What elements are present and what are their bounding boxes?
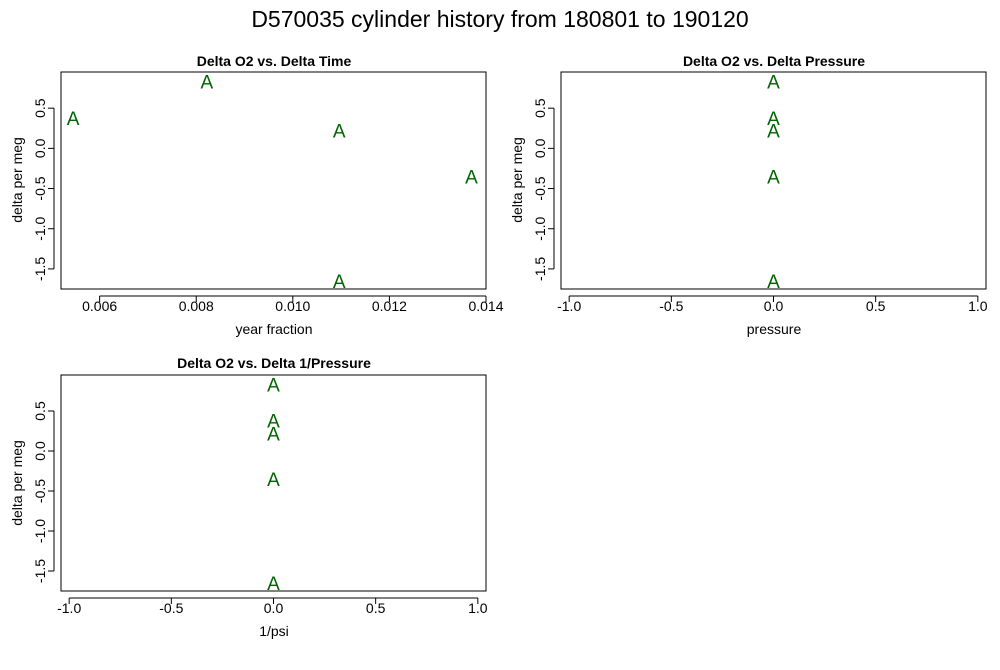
y-axis-label: delta per meg bbox=[9, 137, 25, 223]
y-tick-label: 0.5 bbox=[32, 401, 48, 421]
data-point: A bbox=[767, 122, 780, 143]
axes-ticks: -1.0 -0.5 0.0 0.5 1.0 -1.5 -1.0 -0.5 0.0 0.5 bbox=[532, 98, 988, 314]
x-tick-label: 0.006 bbox=[82, 298, 117, 314]
x-tick-label: 0.010 bbox=[275, 298, 310, 314]
data-point: A bbox=[267, 470, 280, 491]
y-tick-label: 0.5 bbox=[32, 98, 48, 118]
data-point: A bbox=[67, 109, 80, 130]
plot-area bbox=[60, 71, 487, 290]
x-tick-label: -1.0 bbox=[57, 600, 81, 616]
data-point: A bbox=[333, 272, 346, 293]
x-tick-label: 0.5 bbox=[866, 298, 886, 314]
data-point: A bbox=[767, 272, 780, 293]
y-tick-label: -1.0 bbox=[32, 519, 48, 543]
x-tick-label: 0.012 bbox=[372, 298, 407, 314]
panel-title: Delta O2 vs. Delta 1/Pressure bbox=[177, 355, 371, 371]
y-tick-label: 0.0 bbox=[32, 441, 48, 461]
panel-delta-time: Delta O2 vs. Delta Time year fraction de… bbox=[9, 53, 504, 337]
plot-area bbox=[560, 71, 987, 290]
y-tick-label: -1.0 bbox=[32, 216, 48, 240]
data-point: A bbox=[767, 109, 780, 130]
data-point: A bbox=[767, 167, 780, 188]
page-title: D570035 cylinder history from 180801 to … bbox=[251, 6, 748, 32]
data-point: A bbox=[267, 574, 280, 595]
data-point: A bbox=[201, 73, 214, 94]
y-tick-label: -0.5 bbox=[532, 176, 548, 200]
data-point: A bbox=[333, 122, 346, 143]
x-tick-label: -1.0 bbox=[557, 298, 581, 314]
axes-ticks: -1.0 -0.5 0.0 0.5 1.0 -1.5 -1.0 -0.5 0.0 0.5 bbox=[32, 401, 488, 616]
y-tick-label: -1.5 bbox=[32, 559, 48, 583]
y-axis-label: delta per meg bbox=[9, 440, 25, 526]
panel-delta-pressure: Delta O2 vs. Delta Pressure pressure del… bbox=[509, 53, 988, 337]
panel-delta-inverse-pressure: Delta O2 vs. Delta 1/Pressure 1/psi delt… bbox=[9, 355, 488, 639]
data-point: A bbox=[267, 376, 280, 397]
data-points: A A A A A bbox=[67, 73, 478, 293]
plot-area bbox=[60, 374, 487, 592]
y-tick-label: -0.5 bbox=[32, 479, 48, 503]
x-tick-label: -0.5 bbox=[659, 298, 683, 314]
data-point: A bbox=[767, 73, 780, 94]
data-point: A bbox=[465, 167, 478, 188]
y-tick-label: -1.5 bbox=[532, 257, 548, 281]
x-tick-label: 0.5 bbox=[366, 600, 386, 616]
x-tick-label: 1.0 bbox=[968, 298, 988, 314]
x-tick-label: 0.0 bbox=[264, 600, 284, 616]
x-axis-label: 1/psi bbox=[259, 623, 289, 639]
y-tick-label: 0.5 bbox=[532, 98, 548, 118]
y-tick-label: -1.0 bbox=[532, 216, 548, 240]
axes-ticks: 0.006 0.008 0.010 0.012 0.014 -1.5 -1.0 -0.5 0.0… bbox=[32, 98, 504, 314]
x-tick-label: -0.5 bbox=[159, 600, 183, 616]
y-tick-label: -1.5 bbox=[32, 257, 48, 281]
x-tick-label: 0.008 bbox=[179, 298, 214, 314]
y-tick-label: 0.0 bbox=[532, 138, 548, 158]
x-tick-label: 0.014 bbox=[468, 298, 503, 314]
x-axis-label: pressure bbox=[747, 321, 802, 337]
panel-title: Delta O2 vs. Delta Time bbox=[197, 53, 352, 69]
data-point: A bbox=[267, 424, 280, 445]
y-tick-label: 0.0 bbox=[32, 138, 48, 158]
x-tick-label: 0.0 bbox=[764, 298, 784, 314]
panel-title: Delta O2 vs. Delta Pressure bbox=[683, 53, 865, 69]
data-point: A bbox=[267, 412, 280, 433]
y-tick-label: -0.5 bbox=[32, 176, 48, 200]
x-axis-label: year fraction bbox=[235, 321, 312, 337]
y-axis-label: delta per meg bbox=[509, 137, 525, 223]
x-tick-label: 1.0 bbox=[468, 600, 488, 616]
